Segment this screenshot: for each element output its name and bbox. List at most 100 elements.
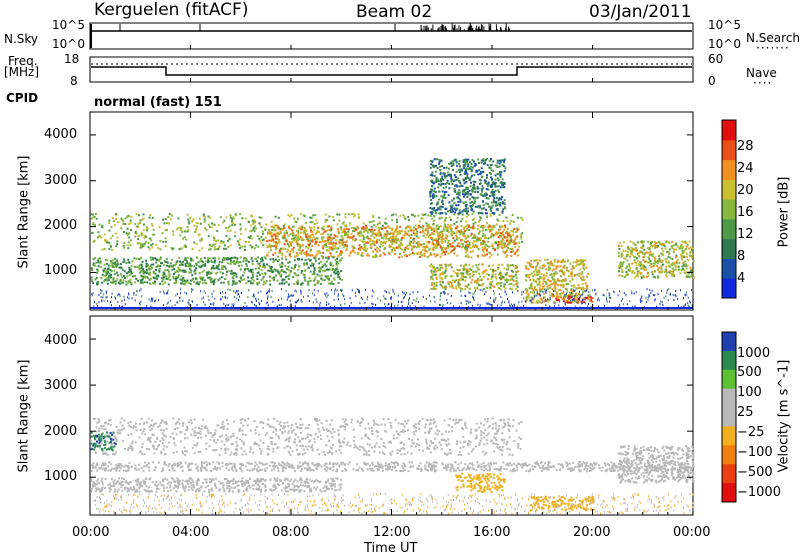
echo-cell xyxy=(556,292,558,294)
echo-cell xyxy=(650,263,652,265)
echo-cell xyxy=(634,256,636,258)
echo-cell xyxy=(224,244,226,246)
echo-cell xyxy=(350,236,352,238)
echo-cell xyxy=(220,271,222,273)
echo-cell xyxy=(220,216,222,218)
echo-cell xyxy=(142,219,144,221)
echo-cell xyxy=(94,301,95,303)
echo-cell xyxy=(141,234,143,236)
echo-cell xyxy=(273,279,275,281)
echo-cell xyxy=(150,278,152,280)
echo-cell xyxy=(180,278,182,280)
echo-cell xyxy=(450,243,452,245)
echo-cell xyxy=(502,202,504,204)
echo-cell xyxy=(645,252,647,254)
echo-cell xyxy=(115,213,117,215)
echo-cell xyxy=(103,280,105,282)
echo-cell xyxy=(490,236,492,238)
echo-cell xyxy=(476,241,478,243)
echo-cell xyxy=(575,299,577,301)
echo-cell xyxy=(472,250,474,252)
echo-cell xyxy=(234,235,236,237)
echo-cell xyxy=(627,274,629,276)
echo-cell xyxy=(553,269,555,271)
echo-cell xyxy=(376,247,378,249)
echo-cell xyxy=(532,279,534,281)
echo-cell xyxy=(682,268,684,270)
echo-cell xyxy=(433,207,435,209)
echo-cell xyxy=(167,216,169,218)
echo-cell xyxy=(314,214,316,216)
echo-cell xyxy=(279,241,281,243)
echo-cell xyxy=(120,279,122,281)
echo-cell xyxy=(239,213,241,215)
echo-cell xyxy=(315,241,317,243)
echo-cell xyxy=(216,230,218,232)
echo-cell xyxy=(461,218,463,220)
echo-cell xyxy=(440,246,442,248)
echo-cell xyxy=(474,191,476,193)
echo-cell xyxy=(511,288,513,290)
echo-cell xyxy=(389,237,391,239)
echo-cell xyxy=(230,215,232,217)
echo-cell xyxy=(576,264,578,266)
echo-cell xyxy=(319,269,321,271)
echo-cell xyxy=(471,170,473,172)
echo-cell xyxy=(540,302,542,304)
echo-cell xyxy=(94,265,96,267)
echo-cell xyxy=(553,279,555,281)
echo-cell xyxy=(184,280,186,282)
echo-cell xyxy=(285,232,287,234)
echo-cell xyxy=(391,214,393,216)
echo-cell xyxy=(645,269,647,271)
echo-cell xyxy=(650,245,652,247)
echo-cell xyxy=(462,243,464,245)
echo-cell xyxy=(336,262,338,264)
echo-cell xyxy=(130,239,132,241)
echo-cell xyxy=(296,291,297,293)
echo-cell xyxy=(466,172,468,174)
echo-cell xyxy=(122,269,124,271)
echo-cell xyxy=(641,240,643,242)
echo-cell xyxy=(140,279,142,281)
echo-cell xyxy=(145,236,147,238)
echo-cell xyxy=(507,298,508,300)
echo-cell xyxy=(452,245,454,247)
echo-cell xyxy=(469,288,471,290)
echo-cell xyxy=(485,180,487,182)
echo-cell xyxy=(351,213,353,215)
echo-cell xyxy=(467,210,469,212)
echo-cell xyxy=(433,266,435,268)
echo-cell xyxy=(515,267,517,269)
echo-cell xyxy=(120,267,122,269)
echo-cell xyxy=(291,230,293,232)
echo-cell xyxy=(318,262,320,264)
echo-cell xyxy=(626,266,628,268)
echo-cell xyxy=(227,262,229,264)
echo-cell xyxy=(657,262,659,264)
echo-cell xyxy=(643,265,645,267)
echo-cell xyxy=(498,191,500,193)
echo-cell xyxy=(467,254,469,256)
echo-cell xyxy=(636,250,638,252)
echo-cell xyxy=(94,240,96,242)
echo-cell xyxy=(441,217,443,219)
echo-cell xyxy=(482,235,484,237)
echo-cell xyxy=(396,225,398,227)
echo-cell xyxy=(424,233,426,235)
echo-cell xyxy=(363,236,365,238)
echo-cell xyxy=(465,220,467,222)
echo-cell xyxy=(148,246,150,248)
echo-cell xyxy=(163,222,165,224)
echo-cell xyxy=(563,273,565,275)
echo-cell xyxy=(474,235,476,237)
echo-cell xyxy=(582,291,584,293)
echo-cell xyxy=(229,225,231,227)
echo-cell xyxy=(481,191,483,193)
echo-cell xyxy=(311,231,313,233)
echo-cell xyxy=(691,275,693,277)
echo-cell xyxy=(481,279,483,281)
echo-cell xyxy=(559,284,561,286)
echo-cell xyxy=(288,235,290,237)
echo-cell xyxy=(656,265,658,267)
